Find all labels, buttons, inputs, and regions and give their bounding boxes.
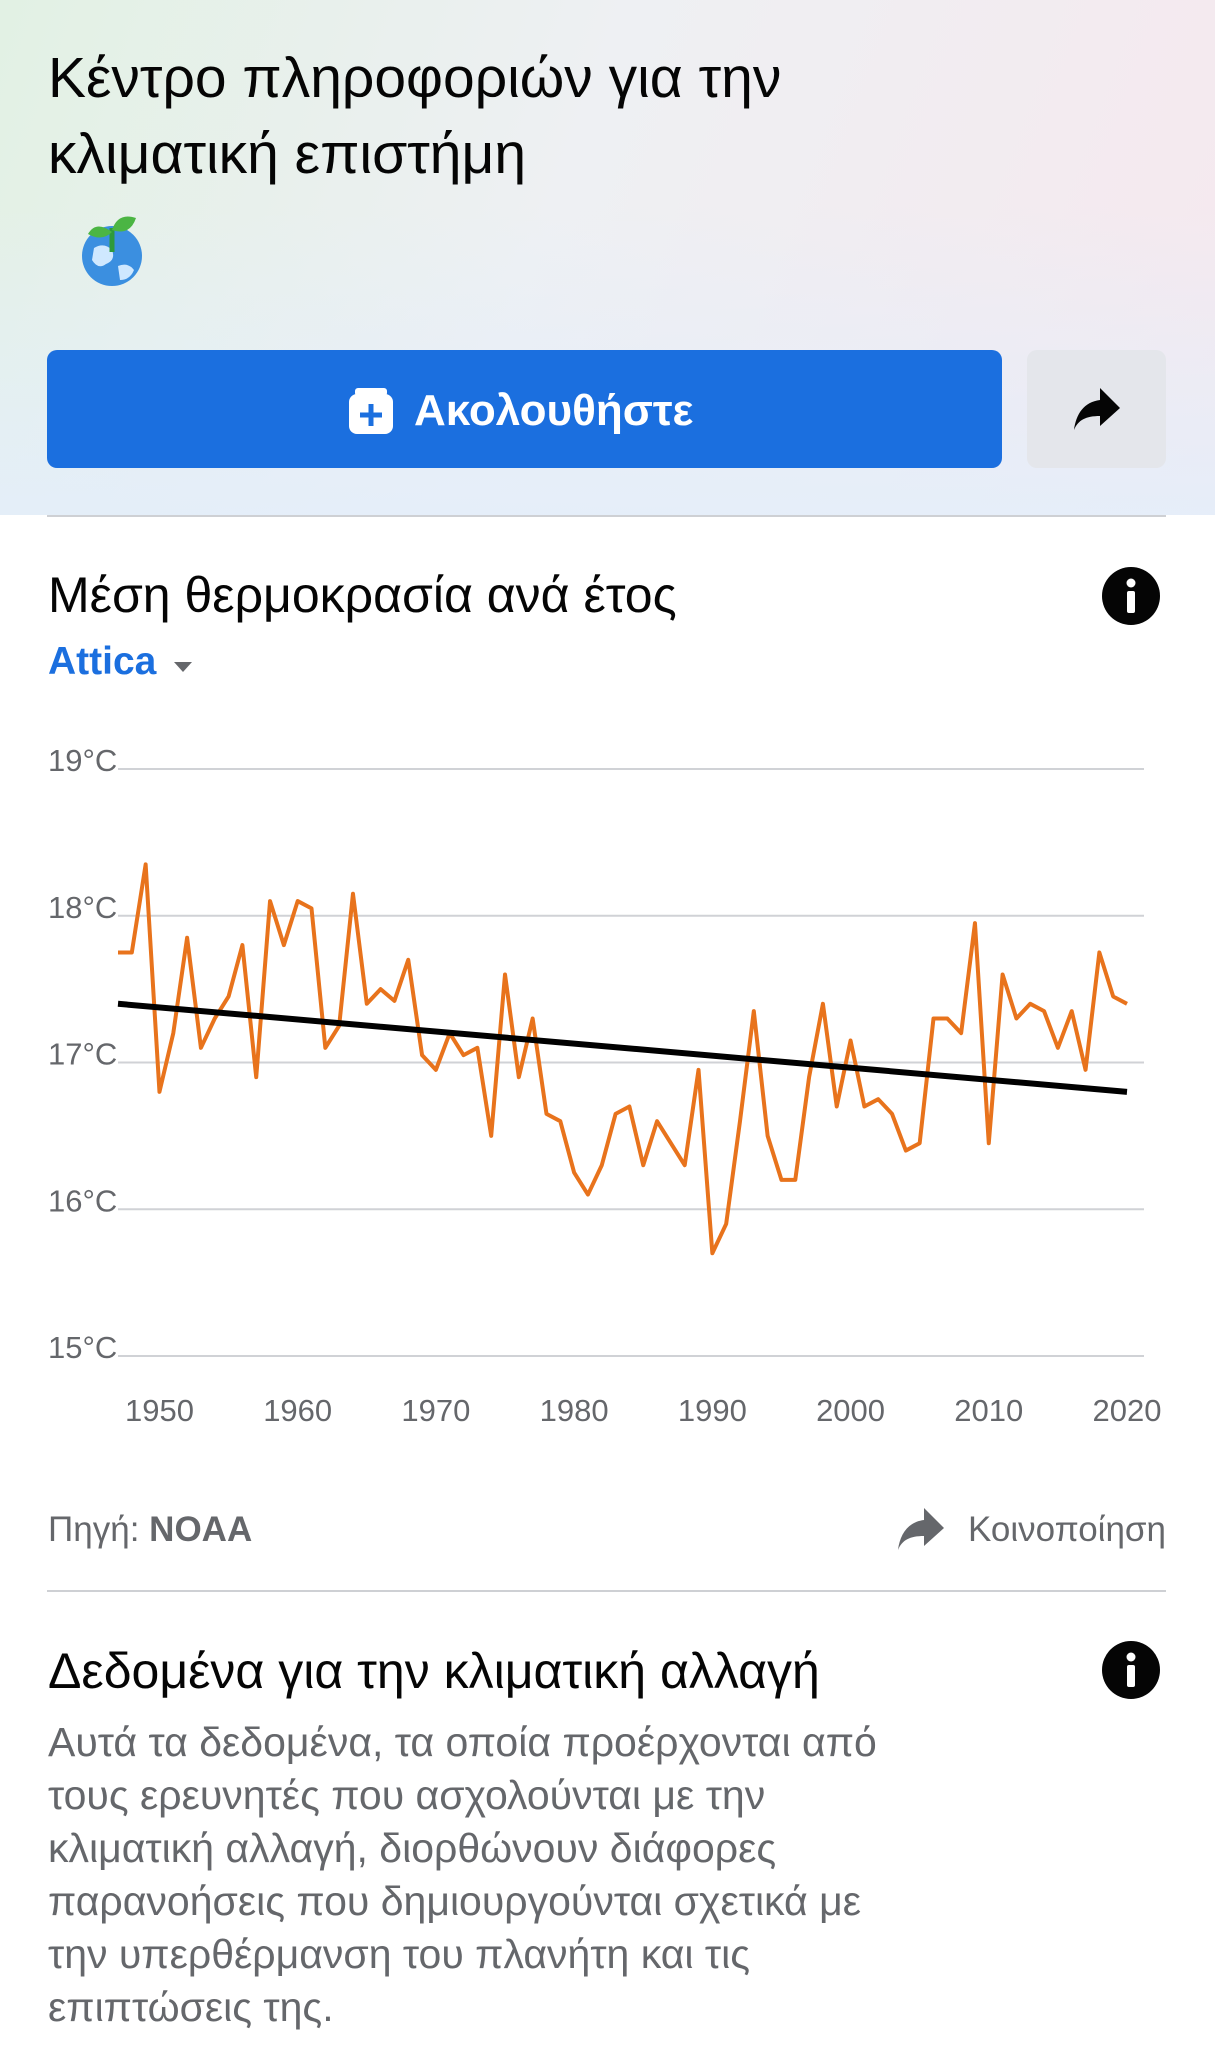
page-title: Κέντρο πληροφοριών για την [48, 46, 782, 110]
card-title: Μέση θερμοκρασία ανά έτος [48, 567, 677, 623]
x-tick-label: 1990 [678, 1393, 747, 1428]
data-line [118, 862, 1128, 1256]
source-name: NOAA [149, 1510, 253, 1549]
share-icon[interactable] [896, 1506, 946, 1552]
y-tick-label: 17°C [48, 1037, 117, 1072]
trend-line [117, 1000, 1128, 1095]
share-link[interactable]: Κοινοποίηση [967, 1510, 1166, 1549]
x-tick-label: 1960 [263, 1393, 332, 1428]
y-tick-label: 15°C [48, 1330, 117, 1365]
info-icon[interactable] [1101, 566, 1161, 626]
page-title: κλιματική επιστήμη [48, 122, 527, 186]
y-tick-label: 16°C [48, 1183, 117, 1218]
source: Πηγή: NOAA [48, 1510, 252, 1550]
paragraph-line: τους ερευνητές που ασχολούνται με την [48, 1772, 766, 1818]
divider [47, 515, 1166, 517]
chart: 15°C 16°C 17°C 18°C 19°C 1950 1960 1970 1980 1990… [48, 743, 1162, 1428]
share-button[interactable] [1027, 350, 1166, 468]
y-tick-label: 18°C [48, 890, 117, 925]
paragraph-line: την υπερθέρμανση του πλανήτη και τις [48, 1931, 750, 1977]
follow-icon [349, 388, 393, 434]
info-icon[interactable] [1101, 1640, 1161, 1700]
dropdown-arrow[interactable] [172, 660, 194, 674]
location-selector[interactable]: Attica [48, 640, 157, 683]
x-tick-label: 2000 [816, 1393, 885, 1428]
paragraph-line: κλιματική αλλαγή, διορθώνουν διάφορες [48, 1825, 777, 1871]
source-label: Πηγή: [48, 1510, 140, 1549]
paragraph-line: παρανοήσεις που δημιουργούνται σχετικά μ… [48, 1878, 862, 1924]
globe-icon [82, 216, 142, 286]
x-tick-label: 1950 [125, 1393, 194, 1428]
x-tick-label: 2020 [1093, 1393, 1162, 1428]
x-tick-label: 1980 [540, 1393, 609, 1428]
section-title: Δεδομένα για την κλιματική αλλαγή [48, 1643, 820, 1699]
y-tick-label: 19°C [48, 743, 117, 778]
divider [47, 1590, 1166, 1592]
follow-label: Ακολουθήστε [414, 386, 694, 435]
x-tick-label: 1970 [401, 1393, 470, 1428]
x-tick-label: 2010 [954, 1393, 1023, 1428]
follow-button[interactable]: Ακολουθήστε [47, 350, 1002, 468]
share-icon [1074, 388, 1120, 430]
paragraph-line: επιπτώσεις της. [48, 1984, 334, 2030]
paragraph-line: Αυτά τα δεδομένα, τα οποία προέρχονται α… [48, 1719, 877, 1765]
